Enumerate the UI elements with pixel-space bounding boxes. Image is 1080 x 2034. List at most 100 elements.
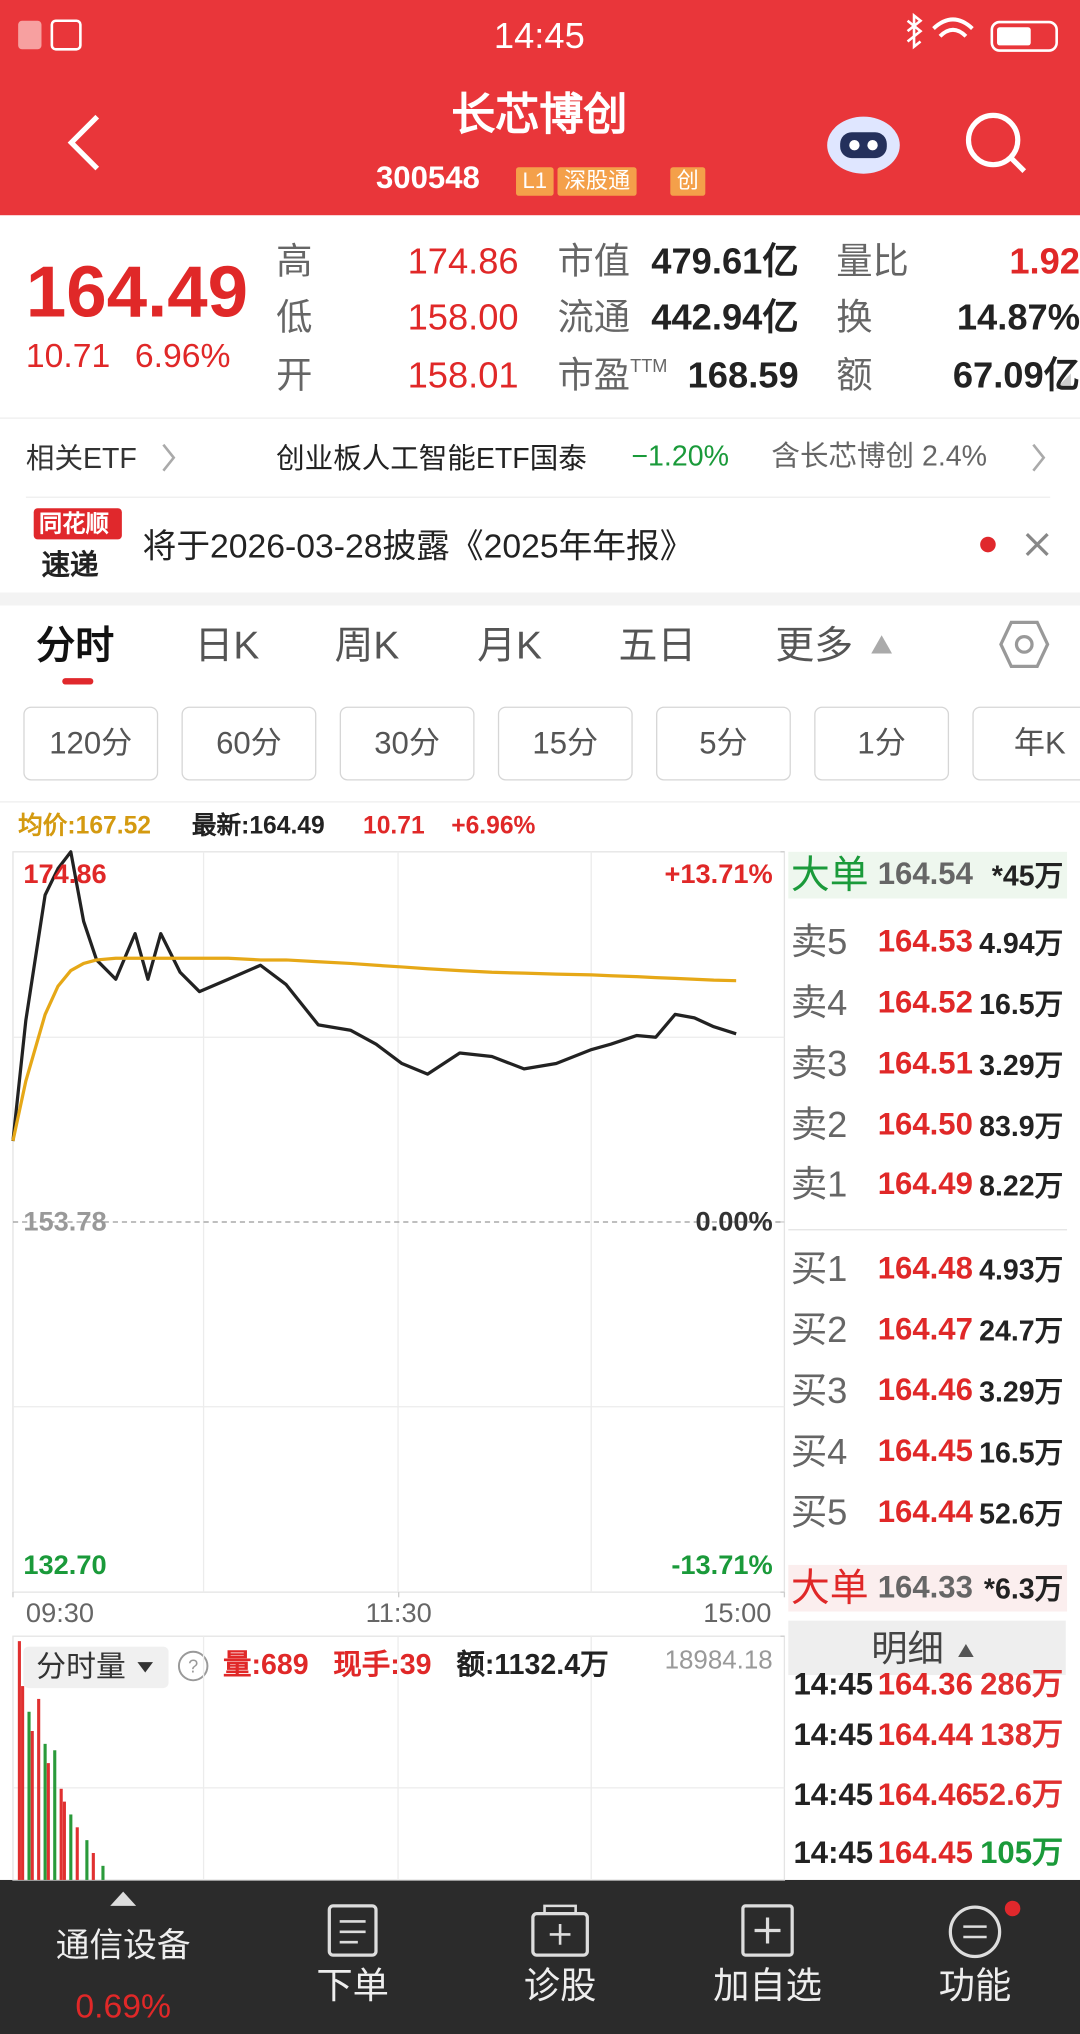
book-price: 164.50 [877,1106,973,1142]
watchlist-plus [754,1917,781,1944]
book-volume: 16.5万 [979,1436,1064,1469]
stat-value: 479.61亿 [651,240,799,281]
stat-value: 158.01 [407,354,519,395]
divider [788,1229,1068,1231]
trade-price: 164.46 [877,1777,973,1813]
chevron[interactable] [162,443,176,472]
stat-label: 量比 [836,240,909,281]
tab[interactable]: 分时 [36,624,115,668]
period-label[interactable]: 15分 [532,725,599,761]
nav-label[interactable]: 加自选 [713,1964,823,2006]
x-tick-label: 15:00 [703,1599,772,1629]
order-icon-lines [339,1920,366,1944]
tab[interactable]: 日K [194,624,260,668]
book-label: 大单 [790,853,869,897]
trade-price: 164.45 [877,1835,973,1871]
book-label: 买2 [790,1308,848,1350]
badge: L1 [516,166,554,197]
period-label[interactable]: 120分 [49,725,133,761]
sector-pct: 0.69% [75,1985,171,2025]
diagnose-icon[interactable] [531,1912,589,1957]
book-label: 卖3 [790,1043,848,1084]
stat-label: 高 [276,240,313,281]
period-button[interactable] [972,706,1080,781]
period-label[interactable]: 年K [1013,725,1066,761]
settings-button[interactable] [999,620,1050,669]
book-label: 卖5 [790,921,848,962]
logo-bottom-bg [33,544,112,581]
book-price: 164.48 [877,1250,973,1286]
book-label: 大单 [790,1566,869,1610]
stat-value: 1.92 [1009,240,1080,281]
chevron[interactable] [1032,443,1046,472]
book-volume: 16.5万 [979,987,1064,1021]
volume-bar [17,1641,21,1880]
etf-name[interactable]: 创业板人工智能ETF国泰 [276,441,587,475]
tab[interactable]: 更多 [775,624,854,668]
trade-volume: 105万 [980,1835,1064,1871]
volume-selector-label[interactable]: 分时量 [36,1649,126,1684]
period-button[interactable] [814,706,950,781]
y-tick-label: 174.86 [23,860,107,890]
volume-bar [53,1750,57,1880]
trade-price: 164.36 [877,1667,973,1703]
battery-level [997,27,1031,46]
corner-mark [1055,373,1071,389]
tab[interactable]: 周K [334,624,400,668]
volume-bar [59,1788,63,1880]
notice-text[interactable]: 将于2026-03-28披露《2025年年报》 [142,525,694,565]
volume-bar [69,1814,73,1880]
function-icon[interactable] [948,1905,1002,1959]
change: 10.71 [25,335,111,375]
wifi [932,17,974,38]
sector-name[interactable]: 通信设备 [55,1924,191,1964]
function-lines [963,1925,987,1939]
book-label: 买4 [790,1430,848,1472]
big-order-bg [788,851,1068,899]
detail-label[interactable]: 明细 [871,1627,944,1669]
divider [25,496,1051,498]
period-button[interactable] [497,706,633,781]
tab[interactable]: 月K [477,624,542,668]
price-line [11,956,737,1142]
tab[interactable]: 五日 [618,624,697,668]
watchlist-icon[interactable] [741,1904,794,1957]
volume-bar [62,1801,66,1880]
period-label[interactable]: 30分 [374,725,440,761]
stat-label: 开 [276,354,313,395]
search-button[interactable] [965,112,1021,168]
detail-button[interactable] [788,1620,1066,1676]
trade-time: 14:45 [793,1667,874,1703]
nav-label[interactable]: 诊股 [523,1964,597,2006]
order-icon[interactable] [327,1904,378,1957]
period-label[interactable]: 1分 [857,725,906,761]
robot-face [840,132,887,159]
y2-tick-label: +13.71% [664,860,773,890]
back-button[interactable] [67,114,100,171]
etf-label[interactable]: 相关ETF [25,441,137,475]
stock-code: 300548 [375,160,480,196]
divider [0,592,1080,606]
period-button[interactable] [656,706,791,781]
volume-selector[interactable] [23,1646,169,1689]
volume-bar [43,1743,47,1880]
period-label[interactable]: 5分 [699,725,748,761]
close-button[interactable] [1025,533,1049,557]
period-button[interactable] [23,706,159,781]
book-volume: 52.6万 [979,1497,1064,1530]
period-label[interactable]: 60分 [216,725,282,761]
period-button[interactable] [181,706,317,781]
nav-label[interactable]: 下单 [316,1964,389,2006]
book-volume: 4.94万 [979,926,1064,960]
book-volume: 8.22万 [979,1169,1064,1202]
nav-label[interactable]: 功能 [938,1964,1012,2006]
help-button[interactable] [177,1650,209,1682]
settings-center [1014,634,1034,654]
stat-value: 14.87% [956,296,1080,337]
badge: 创 [670,166,706,197]
period-button[interactable] [339,706,475,781]
stat-label: 流通 [557,296,631,337]
book-price: 164.52 [877,985,973,1021]
